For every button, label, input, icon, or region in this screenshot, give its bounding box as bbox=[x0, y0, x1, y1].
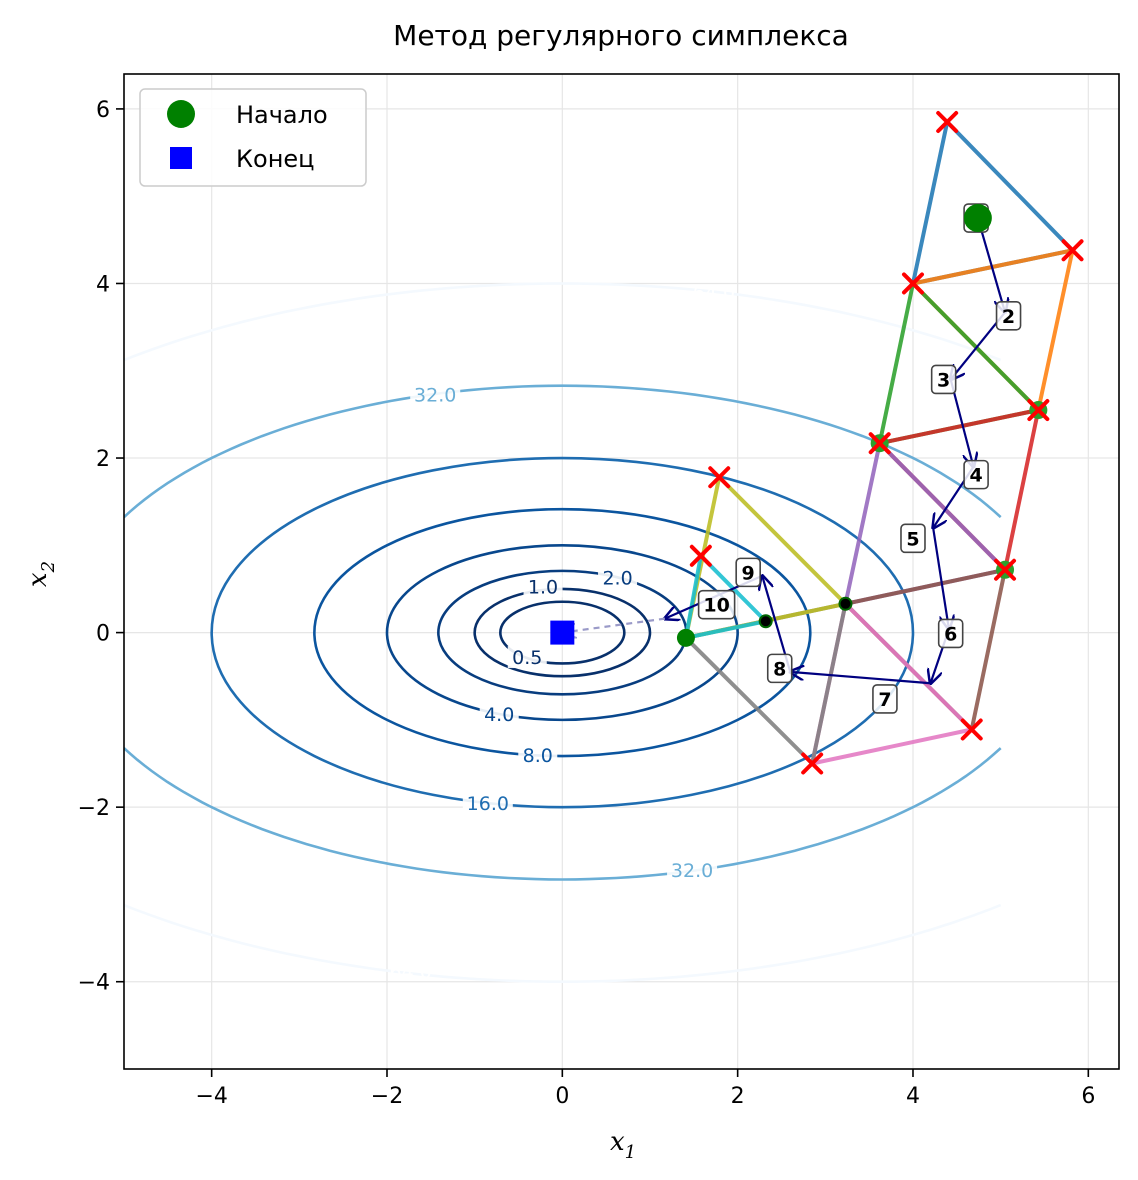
replaced-vertex-marker bbox=[689, 544, 712, 567]
contour-label-bg bbox=[462, 791, 513, 814]
start-point-marker bbox=[963, 204, 992, 233]
x-tick-label: −4 bbox=[195, 1084, 227, 1109]
contour-line bbox=[124, 747, 1002, 881]
step-labels: 12345678910 bbox=[697, 203, 1022, 714]
contour-label-bg bbox=[507, 646, 547, 669]
x-tick-label: −2 bbox=[371, 1084, 403, 1109]
replaced-vertex-marker bbox=[868, 432, 891, 455]
path-arrow bbox=[976, 217, 1005, 312]
step-label: 3 bbox=[937, 369, 950, 391]
contour-label: 16.0 bbox=[467, 793, 509, 815]
step-label-box bbox=[766, 653, 793, 684]
step-label-box bbox=[900, 523, 926, 554]
axis-ticks: −4 −2 0 2 4 6 −4 −2 0 2 4 6 bbox=[78, 98, 1096, 1109]
y-tick-label: 2 bbox=[96, 447, 110, 472]
y-tick-label: 0 bbox=[96, 622, 110, 647]
x-tick-label: 6 bbox=[1081, 1084, 1095, 1109]
contour-label-bg bbox=[410, 383, 461, 406]
replaced-vertex-marker bbox=[801, 752, 824, 775]
step-label: 7 bbox=[878, 689, 891, 711]
x-tick-label: 2 bbox=[731, 1084, 745, 1109]
y-axis-label: x2 bbox=[23, 561, 59, 587]
contour-label: 32.0 bbox=[671, 860, 713, 882]
step-label: 10 bbox=[703, 595, 729, 617]
contour-line bbox=[313, 507, 812, 758]
simplex-triangle bbox=[911, 120, 1075, 286]
replaced-vertex-marker bbox=[708, 466, 731, 489]
path-arrow bbox=[790, 672, 931, 685]
step-label-box bbox=[697, 589, 736, 620]
y-tick-label: 6 bbox=[96, 98, 110, 123]
contour-line bbox=[124, 903, 1002, 983]
replaced-vertex-marker bbox=[960, 718, 983, 741]
replaced-vertex-marker bbox=[936, 111, 959, 134]
step-label-box bbox=[872, 684, 898, 714]
point-markers bbox=[550, 111, 1084, 775]
step-label-box bbox=[937, 618, 964, 649]
legend-end-label: Конец bbox=[236, 145, 315, 173]
simplex-triangles bbox=[683, 120, 1075, 766]
contour-line bbox=[124, 282, 1002, 362]
step-label-box bbox=[995, 300, 1022, 331]
contour-label-bg bbox=[598, 566, 638, 589]
y-axis-label-sub: 2 bbox=[38, 561, 59, 573]
contour-label-bg bbox=[518, 743, 558, 766]
contour-label-bg bbox=[523, 575, 563, 598]
legend-end-marker bbox=[170, 147, 192, 169]
contour-line bbox=[124, 384, 1002, 519]
replaced-vertex-marker bbox=[901, 272, 924, 295]
simplex-triangle bbox=[843, 567, 1007, 732]
step-label: 8 bbox=[773, 658, 786, 680]
x-axis-label-sub: 1 bbox=[625, 1142, 636, 1163]
contour-label: 2.0 bbox=[602, 568, 632, 590]
step-label-box bbox=[930, 364, 957, 395]
contour-label: 64.0 bbox=[390, 961, 432, 983]
contour-label: 4.0 bbox=[484, 704, 514, 726]
simplex-point bbox=[838, 596, 853, 611]
contour-label-bg bbox=[479, 702, 519, 725]
step-label: 2 bbox=[1002, 306, 1015, 328]
legend-box bbox=[139, 88, 367, 187]
y-tick-label: 4 bbox=[96, 272, 110, 297]
legend-start-marker bbox=[167, 100, 195, 128]
contour-label: 64.0 bbox=[693, 282, 735, 304]
optimization-path bbox=[562, 217, 1005, 685]
contour-label: 32.0 bbox=[414, 384, 456, 406]
simplex-point bbox=[676, 628, 695, 647]
legend-start-label: Начало bbox=[236, 101, 328, 129]
contour-label-bg bbox=[667, 859, 718, 881]
legend: Начало Конец bbox=[139, 88, 367, 187]
step-label: 9 bbox=[742, 562, 755, 584]
replaced-vertex-marker bbox=[1061, 239, 1084, 262]
simplex-point bbox=[758, 614, 773, 629]
x-axis-label: x1 bbox=[610, 1127, 636, 1163]
replaced-vertex-marker bbox=[994, 558, 1017, 581]
path-arrow bbox=[932, 527, 949, 629]
path-arrow bbox=[949, 379, 974, 466]
x-tick-label: 0 bbox=[555, 1084, 569, 1109]
contour-line bbox=[385, 544, 739, 722]
contour-line bbox=[210, 456, 915, 809]
y-tick-label: −4 bbox=[78, 971, 110, 996]
contour-lines: 0.5 1.0 2.0 4.0 8.0 16.0 32.0 32.0 64.0 64.0 bbox=[124, 282, 1002, 983]
end-point-marker bbox=[550, 620, 575, 645]
contour-line bbox=[499, 600, 626, 665]
step-label: 5 bbox=[906, 528, 919, 550]
step-label: 6 bbox=[944, 623, 957, 645]
replaced-vertex-marker bbox=[1027, 399, 1050, 422]
contour-label: 1.0 bbox=[528, 576, 558, 598]
step-label-box bbox=[963, 459, 989, 490]
plot-frame bbox=[123, 73, 1120, 1070]
contour-label: 8.0 bbox=[523, 745, 553, 767]
y-tick-label: −2 bbox=[78, 796, 110, 821]
contour-label: 0.5 bbox=[512, 647, 542, 669]
step-label-box bbox=[735, 557, 761, 588]
x-tick-label: 4 bbox=[906, 1084, 920, 1109]
step-label: 4 bbox=[969, 465, 982, 487]
chart-title: Метод регулярного симплекса bbox=[393, 19, 849, 52]
